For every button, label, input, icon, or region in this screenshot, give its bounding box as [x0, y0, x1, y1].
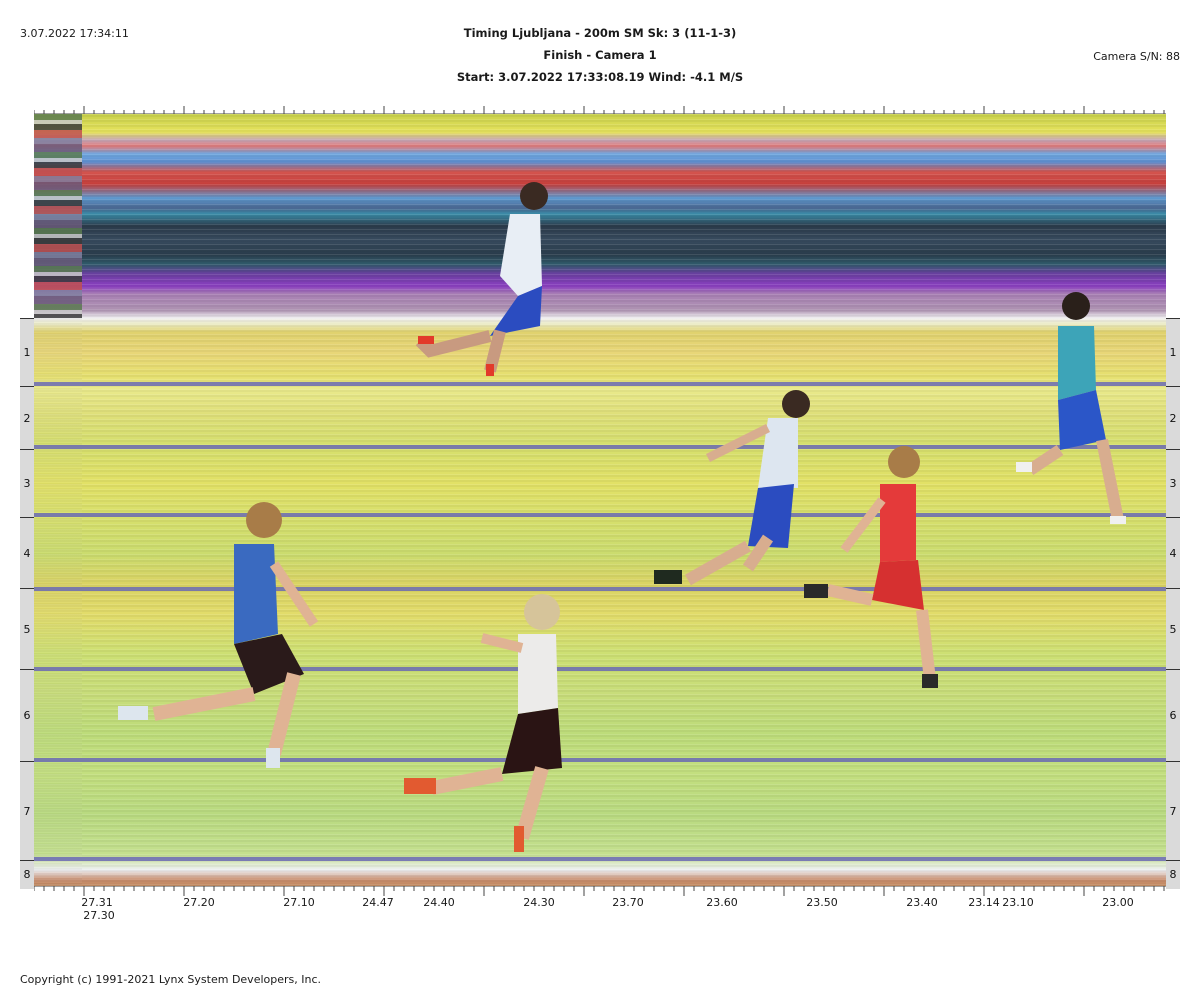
lane-number: 5 — [1169, 622, 1177, 636]
runner-lane-6[interactable] — [402, 588, 602, 854]
lane-cell: 5 — [20, 588, 34, 670]
runner-top[interactable] — [390, 176, 570, 376]
runner-lane-5[interactable] — [114, 494, 334, 784]
copyright-notice: Copyright (c) 1991-2021 Lynx System Deve… — [20, 973, 322, 986]
lane-line — [34, 587, 1166, 591]
lane-cell: 2 — [20, 386, 34, 450]
lane-cell: 1 — [1166, 318, 1180, 387]
time-label: 23.50 — [806, 896, 838, 909]
lane-number: 6 — [1169, 709, 1177, 722]
time-label: 24.30 — [523, 896, 555, 909]
time-label: 23.60 — [706, 896, 738, 909]
photo-start-strip — [34, 114, 82, 318]
lane-line — [34, 382, 1166, 386]
lane-number: 5 — [23, 622, 31, 636]
photo-start-strip-lower — [34, 318, 82, 886]
time-label: 23.14 — [968, 896, 1000, 909]
finish-photo[interactable] — [34, 114, 1166, 886]
start-wind-info: Start: 3.07.2022 17:33:08.19 Wind: -4.1 … — [456, 70, 744, 84]
lane-cell: 1 — [20, 318, 34, 387]
lane-cell: 3 — [20, 449, 34, 518]
time-label: 24.47 — [362, 896, 394, 909]
lane-line — [34, 513, 1166, 517]
lane-number-column-right: 1 2 3 4 5 6 7 8 — [1166, 318, 1180, 889]
lane-cell: 3 — [1166, 449, 1180, 518]
lane-number: 6 — [23, 709, 31, 722]
lane-cell: 8 — [1166, 860, 1180, 889]
lane-line — [34, 445, 1166, 449]
lane-line — [34, 758, 1166, 762]
lane-cell: 4 — [1166, 517, 1180, 589]
lane-number: 8 — [23, 868, 31, 881]
time-label-secondary: 27.30 — [83, 909, 115, 922]
lane-cell: 7 — [20, 761, 34, 861]
lane-cell: 8 — [20, 860, 34, 889]
time-label: 27.20 — [183, 896, 215, 909]
lane-number: 2 — [1169, 411, 1177, 425]
lane-cell: 5 — [1166, 588, 1180, 670]
lane-number: 1 — [23, 346, 31, 359]
time-label: 23.40 — [906, 896, 938, 909]
lane-cell: 4 — [20, 517, 34, 589]
lane-number: 7 — [23, 804, 31, 818]
lane-line — [34, 667, 1166, 671]
lane-number: 3 — [23, 477, 31, 490]
lane-cell: 6 — [20, 669, 34, 762]
lane-number-column-left: 1 2 3 4 5 6 7 8 — [20, 318, 34, 889]
time-label: 23.10 — [1002, 896, 1034, 909]
capture-datetime: 3.07.2022 17:34:11 — [20, 27, 129, 40]
runner-lane-1[interactable] — [1010, 290, 1150, 540]
lane-cell: 7 — [1166, 761, 1180, 861]
time-label: 23.70 — [612, 896, 644, 909]
time-label: 27.31 — [81, 896, 113, 909]
lane-number: 2 — [23, 411, 31, 425]
camera-serial: Camera S/N: 88 — [1093, 50, 1180, 63]
lane-line — [34, 857, 1166, 861]
lane-number: 1 — [1169, 346, 1177, 359]
camera-title: Finish - Camera 1 — [543, 48, 657, 62]
race-header: Timing Ljubljana - 200m SM Sk: 3 (11-1-3… — [0, 26, 1200, 92]
lane-cell: 6 — [1166, 669, 1180, 762]
time-label: 24.40 — [423, 896, 455, 909]
lane-cell: 2 — [1166, 386, 1180, 450]
lane-number: 3 — [1169, 477, 1177, 490]
time-label: 23.00 — [1102, 896, 1134, 909]
bottom-tick-scale — [34, 886, 1166, 896]
runner-lane-3[interactable] — [648, 388, 828, 608]
lane-number: 4 — [23, 546, 31, 560]
race-title: Timing Ljubljana - 200m SM Sk: 3 (11-1-3… — [463, 26, 737, 40]
lane-number: 8 — [1169, 868, 1177, 881]
runner-lane-4[interactable] — [804, 440, 974, 704]
top-tick-scale — [34, 106, 1166, 114]
lane-number: 4 — [1169, 546, 1177, 560]
lane-number: 7 — [1169, 804, 1177, 818]
time-label: 27.10 — [283, 896, 315, 909]
